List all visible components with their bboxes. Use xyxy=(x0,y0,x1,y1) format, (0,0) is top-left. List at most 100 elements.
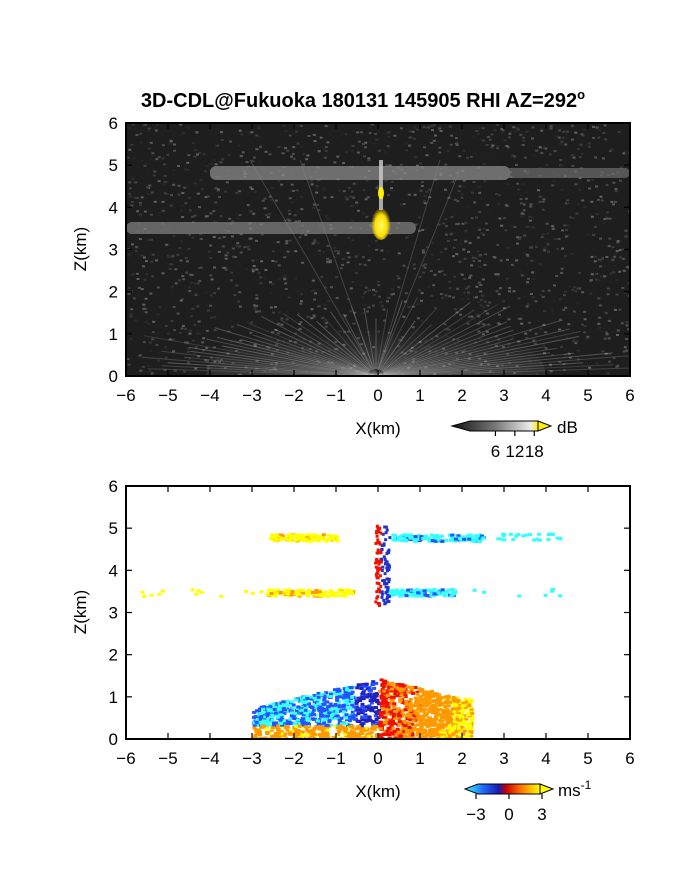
noise-speck xyxy=(310,179,314,182)
velocity-point xyxy=(350,690,355,694)
noise-speck xyxy=(602,157,605,160)
noise-speck xyxy=(291,152,295,155)
noise-speck xyxy=(523,234,527,237)
noise-speck xyxy=(441,273,444,276)
noise-speck xyxy=(209,244,213,247)
noise-speck xyxy=(290,201,294,204)
noise-speck xyxy=(305,158,309,161)
noise-speck xyxy=(499,315,503,318)
noise-speck xyxy=(562,294,566,297)
velocity-point xyxy=(296,718,300,722)
velocity-point xyxy=(408,698,413,701)
noise-speck xyxy=(453,239,457,241)
noise-speck xyxy=(326,244,330,247)
noise-speck xyxy=(142,341,146,344)
velocity-point xyxy=(376,526,380,530)
noise-speck xyxy=(380,249,384,252)
velocity-point xyxy=(398,714,402,718)
noise-speck xyxy=(449,181,453,184)
velocity-point xyxy=(287,703,292,707)
velocity-point xyxy=(392,687,397,691)
noise-speck xyxy=(364,286,368,289)
noise-speck xyxy=(498,194,502,197)
noise-speck xyxy=(597,279,601,282)
noise-speck xyxy=(565,336,569,339)
noise-speck xyxy=(350,205,354,208)
noise-speck xyxy=(196,282,200,285)
noise-speck xyxy=(421,181,424,184)
noise-speck xyxy=(209,162,213,165)
noise-speck xyxy=(270,186,274,189)
velocity-point xyxy=(555,536,560,540)
velocity-point xyxy=(285,728,290,732)
velocity-point xyxy=(352,732,357,736)
noise-speck xyxy=(576,287,580,290)
noise-speck xyxy=(570,138,574,141)
x-tick-label: −4 xyxy=(200,749,219,768)
noise-speck xyxy=(445,225,448,228)
noise-speck xyxy=(493,129,497,132)
noise-speck xyxy=(466,297,470,300)
velocity-point xyxy=(278,718,283,722)
noise-speck xyxy=(551,189,554,192)
noise-speck xyxy=(185,233,189,236)
velocity-point xyxy=(461,727,466,731)
noise-speck xyxy=(541,289,545,292)
noise-speck xyxy=(498,322,501,325)
noise-speck xyxy=(209,256,213,259)
noise-speck xyxy=(464,240,468,243)
noise-speck xyxy=(412,263,416,266)
velocity-point xyxy=(391,719,395,723)
noise-speck xyxy=(479,321,483,324)
noise-speck xyxy=(549,371,553,374)
noise-speck xyxy=(357,140,361,143)
noise-speck xyxy=(308,180,312,183)
noise-speck xyxy=(534,332,538,335)
noise-speck xyxy=(219,161,223,164)
velocity-point xyxy=(252,721,257,725)
noise-speck xyxy=(595,252,599,255)
noise-speck xyxy=(194,367,198,370)
noise-speck xyxy=(172,306,176,308)
noise-speck xyxy=(489,295,493,298)
velocity-point xyxy=(456,707,461,711)
noise-speck xyxy=(164,356,168,359)
velocity-point xyxy=(341,726,346,730)
noise-speck xyxy=(374,240,378,243)
velocity-point xyxy=(372,727,377,731)
velocity-point xyxy=(389,708,394,712)
noise-speck xyxy=(252,212,256,215)
noise-speck xyxy=(443,188,447,191)
velocity-point xyxy=(286,589,291,593)
noise-speck xyxy=(288,213,292,215)
noise-speck xyxy=(482,227,486,230)
velocity-point xyxy=(463,705,468,709)
noise-speck xyxy=(581,323,584,326)
noise-speck xyxy=(408,144,412,147)
noise-speck xyxy=(555,275,559,277)
velocity-point xyxy=(427,697,432,701)
velocity-point xyxy=(325,714,330,718)
velocity-point xyxy=(413,686,418,689)
noise-speck xyxy=(139,132,143,135)
velocity-point xyxy=(378,733,383,737)
noise-speck xyxy=(525,253,529,256)
velocity-point xyxy=(379,694,384,698)
noise-speck xyxy=(330,196,334,199)
velocity-point xyxy=(309,539,314,543)
velocity-point xyxy=(360,722,365,726)
velocity-point xyxy=(157,592,162,596)
noise-speck xyxy=(216,188,220,191)
noise-speck xyxy=(372,294,376,297)
noise-speck xyxy=(187,126,191,129)
noise-speck xyxy=(367,259,371,262)
velocity-point xyxy=(328,702,333,706)
noise-speck xyxy=(149,292,153,295)
noise-speck xyxy=(496,147,499,150)
velocity-point xyxy=(454,706,459,710)
noise-speck xyxy=(397,277,401,280)
noise-speck xyxy=(549,127,553,130)
velocity-point xyxy=(467,537,472,541)
noise-speck xyxy=(620,322,624,325)
beam-ray xyxy=(167,362,377,376)
